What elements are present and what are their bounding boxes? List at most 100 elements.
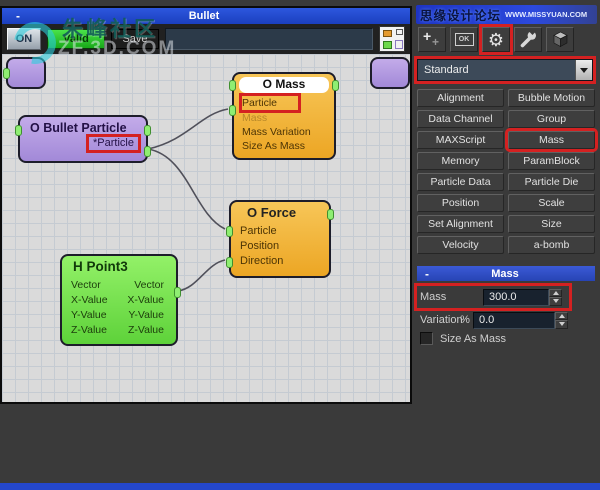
op-button-set-alignment[interactable]: Set Alignment — [417, 215, 504, 233]
triangle-down-icon — [558, 322, 565, 327]
node-row[interactable]: Size As Mass — [242, 140, 306, 152]
new-operator-button[interactable]: + + — [418, 27, 446, 52]
wire-particle-to-force[interactable] — [147, 148, 226, 230]
stub-node-left[interactable] — [3, 57, 46, 89]
node-graph-canvas[interactable]: O Bullet Particle *Particle O Mass Parti… — [2, 54, 410, 402]
save-button[interactable]: Save — [111, 29, 159, 49]
variation-spinner[interactable] — [555, 311, 568, 329]
spinner-down-button[interactable] — [555, 320, 568, 329]
row-label[interactable]: Y-Value — [128, 309, 164, 321]
node-row[interactable]: Position — [240, 240, 280, 252]
op-button-velocity[interactable]: Velocity — [417, 236, 504, 254]
connector-title-left[interactable] — [229, 80, 236, 91]
op-button-size[interactable]: Size — [508, 215, 595, 233]
row-label[interactable]: Z-Value — [128, 324, 164, 336]
row-label[interactable]: Z-Value — [71, 324, 107, 336]
operator-toolbar: + + OK ⚙ — [418, 24, 574, 55]
node-row: Y-Value Y-Value — [62, 308, 176, 323]
minimize-icon[interactable]: - — [16, 9, 20, 23]
row-label[interactable]: Vector — [71, 279, 101, 291]
node-row: Particle — [234, 93, 334, 113]
node-point3[interactable]: H Point3 Vector Vector X-Value X-Value Y… — [60, 254, 181, 346]
navigator-icon[interactable] — [379, 26, 405, 52]
op-button-a-bomb[interactable]: a-bomb — [508, 236, 595, 254]
node-row[interactable]: Direction — [240, 255, 284, 267]
node-row: X-Value X-Value — [62, 293, 176, 308]
row-label[interactable]: Vector — [134, 279, 164, 291]
mass-spinner[interactable] — [549, 288, 562, 306]
node-bullet-particle[interactable]: O Bullet Particle *Particle — [15, 115, 151, 163]
mass-label: Mass — [420, 291, 447, 303]
node-row[interactable]: Particle — [240, 225, 277, 237]
node-force[interactable]: O Force Particle Position Direction — [226, 200, 334, 278]
op-button-group[interactable]: Group — [508, 110, 595, 128]
row-label[interactable]: Y-Value — [71, 309, 107, 321]
node-mass[interactable]: O Mass Particle Mass Mass Variation Size… — [229, 72, 339, 160]
geometry-cube-button[interactable] — [546, 27, 574, 52]
triangle-down-icon — [552, 299, 559, 304]
op-button-data-channel[interactable]: Data Channel — [417, 110, 504, 128]
utilities-wrench-button[interactable] — [514, 27, 542, 52]
op-button-alignment[interactable]: Alignment — [417, 89, 504, 107]
op-button-position[interactable]: Position — [417, 194, 504, 212]
collapse-icon[interactable]: - — [425, 266, 429, 281]
connector-vector-out[interactable] — [174, 287, 181, 298]
mass-value-field[interactable]: 300.0 — [483, 288, 549, 306]
mass-rollout-header[interactable]: - Mass — [417, 266, 595, 281]
node-title: O Bullet Particle — [30, 121, 127, 135]
spinner-up-button[interactable] — [549, 288, 562, 297]
window-title: Bullet — [188, 10, 220, 22]
navigator-orange-square — [383, 30, 392, 37]
on-button[interactable]: ON — [7, 28, 41, 50]
connector-in[interactable] — [15, 125, 22, 136]
ok-box-icon: OK — [454, 33, 474, 46]
op-button-particle-die[interactable]: Particle Die — [508, 173, 595, 191]
ok-dialog-button[interactable]: OK — [450, 27, 478, 52]
valid-button[interactable]: Valid — [47, 29, 105, 49]
node-title: H Point3 — [73, 259, 128, 274]
particle-output-highlighted[interactable]: *Particle — [86, 134, 141, 153]
op-button-memory[interactable]: Memory — [417, 152, 504, 170]
connector-particle-out[interactable] — [144, 146, 151, 157]
op-button-scale[interactable]: Scale — [508, 194, 595, 212]
row-label[interactable]: X-Value — [71, 294, 108, 306]
node-row: Vector Vector — [62, 278, 176, 293]
node-output-row[interactable]: *Particle — [20, 134, 146, 153]
variation-label: Variation — [420, 314, 463, 326]
gear-icon: ⚙ — [487, 29, 505, 50]
op-button-bubble-motion[interactable]: Bubble Motion — [508, 89, 595, 107]
operator-set-dropdown[interactable]: Standard — [414, 56, 596, 84]
particle-input-highlighted[interactable]: Particle — [239, 93, 301, 113]
plus-icon: + — [423, 28, 432, 44]
variation-value-field[interactable]: 0.0 — [473, 311, 555, 329]
stub-node-right[interactable] — [370, 57, 410, 89]
connector-particle-in[interactable] — [229, 105, 236, 116]
op-button-maxscript[interactable]: MAXScript — [417, 131, 504, 149]
rollout-title: Mass — [491, 267, 519, 280]
bottom-blue-strip — [0, 483, 600, 490]
op-button-mass[interactable]: Mass — [505, 128, 598, 152]
connector-stub-left[interactable] — [3, 68, 10, 79]
plus-icon: + — [432, 35, 440, 49]
row-label[interactable]: X-Value — [127, 294, 164, 306]
node-row[interactable]: Mass Variation — [242, 126, 311, 138]
window-titlebar[interactable]: - Bullet — [2, 8, 410, 24]
spinner-up-button[interactable] — [555, 311, 568, 320]
node-row[interactable]: Mass — [242, 112, 268, 124]
connector-direction-in[interactable] — [226, 257, 233, 268]
connector-particle-in[interactable] — [226, 226, 233, 237]
connector-out-top[interactable] — [144, 125, 151, 136]
toolbar-display-field[interactable] — [165, 28, 373, 50]
connector-title-right[interactable] — [327, 209, 334, 220]
wire-vector-to-direction[interactable] — [177, 259, 226, 292]
connector-title-right[interactable] — [332, 80, 339, 91]
chevron-down-icon — [580, 67, 588, 73]
op-button-paramblock[interactable]: ParamBlock — [508, 152, 595, 170]
op-button-particle-data[interactable]: Particle Data — [417, 173, 504, 191]
spinner-down-button[interactable] — [549, 297, 562, 306]
wire-particle-to-mass[interactable] — [147, 108, 229, 150]
percent-label: % — [460, 314, 470, 326]
size-as-mass-checkbox[interactable] — [420, 332, 433, 345]
dropdown-arrow-button[interactable] — [575, 60, 592, 80]
settings-gear-button[interactable]: ⚙ — [479, 24, 513, 55]
